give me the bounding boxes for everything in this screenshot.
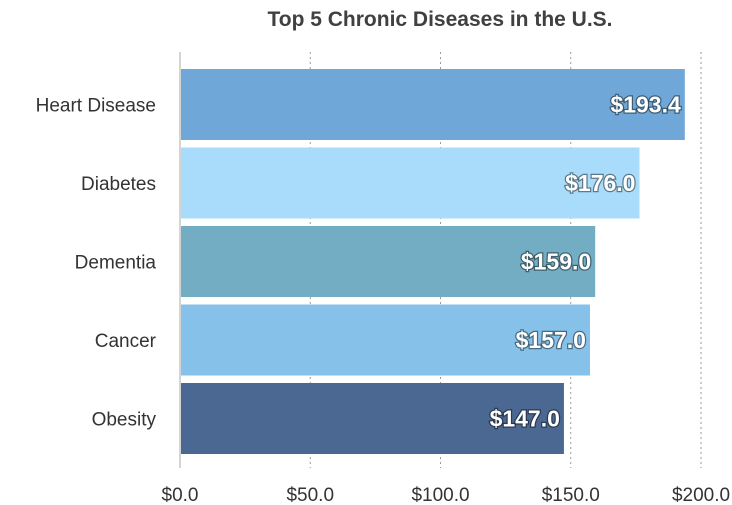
category-label: Dementia bbox=[75, 253, 157, 274]
data-labels: $193.4 $176.0 $159.0 $157.0 $147.0 bbox=[488, 90, 682, 433]
x-tick-label: $200.0 bbox=[672, 485, 730, 505]
category-label: Diabetes bbox=[81, 174, 156, 195]
data-label: $157.0 bbox=[516, 327, 586, 353]
data-label: $176.0 bbox=[565, 170, 635, 196]
bars bbox=[181, 69, 685, 454]
x-tick-label: $150.0 bbox=[542, 485, 600, 505]
x-tick-label: $0.0 bbox=[162, 485, 199, 505]
bar bbox=[181, 383, 564, 454]
chart-title: Top 5 Chronic Diseases in the U.S. bbox=[267, 8, 612, 31]
category-label: Obesity bbox=[92, 410, 157, 431]
bar bbox=[181, 304, 590, 376]
data-label: $193.4 bbox=[610, 92, 681, 118]
data-label: $147.0 bbox=[490, 406, 560, 432]
x-tick-label: $50.0 bbox=[286, 485, 334, 505]
category-label: Cancer bbox=[95, 331, 157, 352]
x-tick-label: $100.0 bbox=[411, 485, 469, 505]
bar bbox=[181, 226, 596, 297]
bar bbox=[181, 69, 685, 140]
x-axis-tick-labels: $0.0 $50.0 $100.0 $150.0 $200.0 bbox=[162, 485, 731, 505]
category-labels: Heart Disease Diabetes Dementia Cancer Obesi… bbox=[36, 96, 157, 431]
bar bbox=[181, 147, 640, 219]
category-label: Heart Disease bbox=[36, 96, 156, 117]
data-label: $159.0 bbox=[521, 249, 591, 275]
